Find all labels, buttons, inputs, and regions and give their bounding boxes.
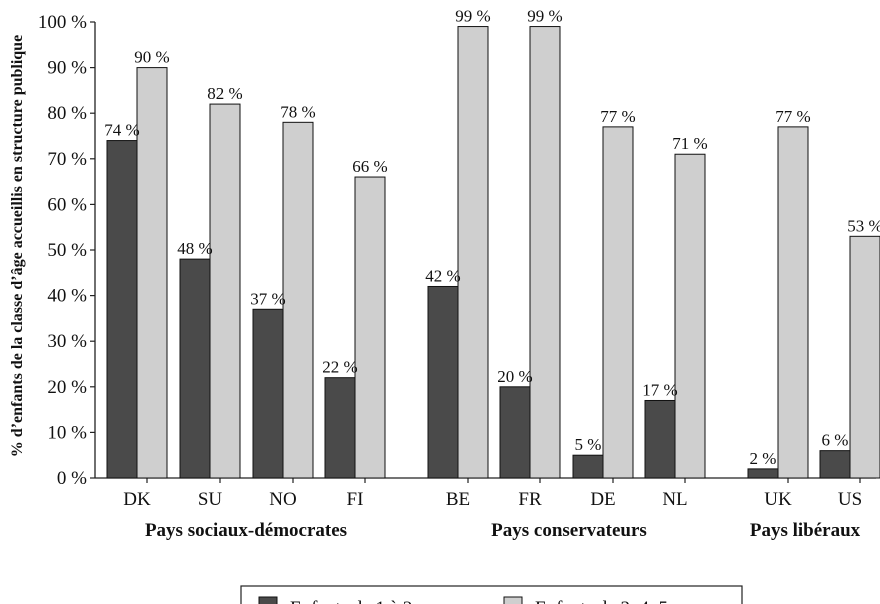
y-tick-label: 0 % xyxy=(57,468,87,489)
data-label: 74 % xyxy=(104,121,139,140)
bar-age-3-5-dk xyxy=(136,67,168,479)
bar-age-1-2-be xyxy=(427,285,459,479)
group-label: Pays sociaux-démocrates xyxy=(145,520,347,541)
y-tick-label: 30 % xyxy=(47,331,87,352)
y-axis-title: % d’enfants de la classe d’âge accueilli… xyxy=(9,35,26,457)
bar-age-1-2-uk xyxy=(747,468,779,479)
y-axis-title-group: % d’enfants de la classe d’âge accueilli… xyxy=(9,35,26,457)
data-label: 77 % xyxy=(775,107,810,126)
bar-age-1-2-nl xyxy=(644,399,676,479)
y-tick-label: 70 % xyxy=(47,149,87,170)
bar-age-1-2-su xyxy=(179,258,211,479)
group-label: Pays conservateurs xyxy=(491,520,647,541)
y-ticks: 0 % 10 % 20 % 30 % 40 % 50 % 60 % 70 % 80 % 90 % 1… xyxy=(38,12,95,489)
bar-age-1-2-no xyxy=(252,308,284,479)
legend-box xyxy=(240,585,743,604)
bar-age-3-5-no xyxy=(282,121,314,479)
bar-age-3-5-be xyxy=(457,26,489,479)
legend-swatch xyxy=(258,596,278,604)
bar-age-1-2-de xyxy=(572,454,604,479)
y-tick-label: 80 % xyxy=(47,103,87,124)
x-category-label: SU xyxy=(198,489,223,510)
data-label: 6 % xyxy=(822,431,849,450)
bar-age-3-5-de xyxy=(602,126,634,479)
x-category-label: BE xyxy=(446,489,470,510)
data-label: 99 % xyxy=(527,7,562,26)
data-label: 37 % xyxy=(250,289,285,308)
bars xyxy=(106,26,880,479)
x-category-label: US xyxy=(838,489,862,510)
data-label: 5 % xyxy=(575,435,602,454)
bar-age-3-5-fr xyxy=(529,26,561,479)
data-label: 17 % xyxy=(642,380,677,399)
bar-age-1-2-dk xyxy=(106,140,138,479)
data-label: 42 % xyxy=(425,266,460,285)
bar-age-1-2-us xyxy=(819,450,851,479)
bar-age-3-5-su xyxy=(209,103,241,479)
y-tick-label: 50 % xyxy=(47,240,87,261)
data-label: 77 % xyxy=(600,107,635,126)
data-label: 90 % xyxy=(134,48,169,67)
data-label: 66 % xyxy=(352,157,387,176)
x-category-label: DK xyxy=(123,489,151,510)
x-category-label: FI xyxy=(347,489,364,510)
x-category-label: DE xyxy=(590,489,615,510)
x-category-label: NO xyxy=(269,489,296,510)
y-tick-label: 20 % xyxy=(47,377,87,398)
y-tick-label: 40 % xyxy=(47,286,87,307)
bar-age-1-2-fi xyxy=(324,377,356,479)
bar-age-3-5-us xyxy=(849,235,880,479)
legend-swatch xyxy=(503,596,523,604)
bar-age-3-5-nl xyxy=(674,153,706,479)
group-labels: Pays sociaux-démocrates Pays conservateur… xyxy=(145,520,861,541)
x-category-label: FR xyxy=(518,489,542,510)
legend-label: Enfants de 1 à 2 ans xyxy=(290,598,442,604)
x-category-label: UK xyxy=(764,489,792,510)
legend-label: Enfants de 3, 4, 5 ans xyxy=(535,598,698,604)
category-labels: DK SU NO FI BE FR DE NL UK US xyxy=(123,489,862,510)
data-label: 48 % xyxy=(177,239,212,258)
data-label: 71 % xyxy=(672,134,707,153)
x-category-label: NL xyxy=(662,489,687,510)
legend: Enfants de 1 à 2 ans Enfants de 3, 4, 5 a… xyxy=(240,585,743,604)
y-tick-label: 100 % xyxy=(38,12,87,33)
group-label: Pays libéraux xyxy=(750,520,861,541)
data-label: 22 % xyxy=(322,358,357,377)
bar-age-3-5-fi xyxy=(354,176,386,479)
y-tick-label: 60 % xyxy=(47,194,87,215)
data-label: 99 % xyxy=(455,7,490,26)
bar-age-3-5-uk xyxy=(777,126,809,479)
y-tick-label: 90 % xyxy=(47,58,87,79)
data-label: 53 % xyxy=(847,216,880,235)
data-label: 20 % xyxy=(497,367,532,386)
data-label: 82 % xyxy=(207,84,242,103)
y-tick-label: 10 % xyxy=(47,422,87,443)
data-label: 78 % xyxy=(280,102,315,121)
value-labels: 74 % 48 % 37 % 22 % 42 % 20 % 5 % 17 % 2 % 6 % 90 … xyxy=(104,7,880,468)
bar-age-1-2-fr xyxy=(499,386,531,479)
data-label: 2 % xyxy=(750,449,777,468)
